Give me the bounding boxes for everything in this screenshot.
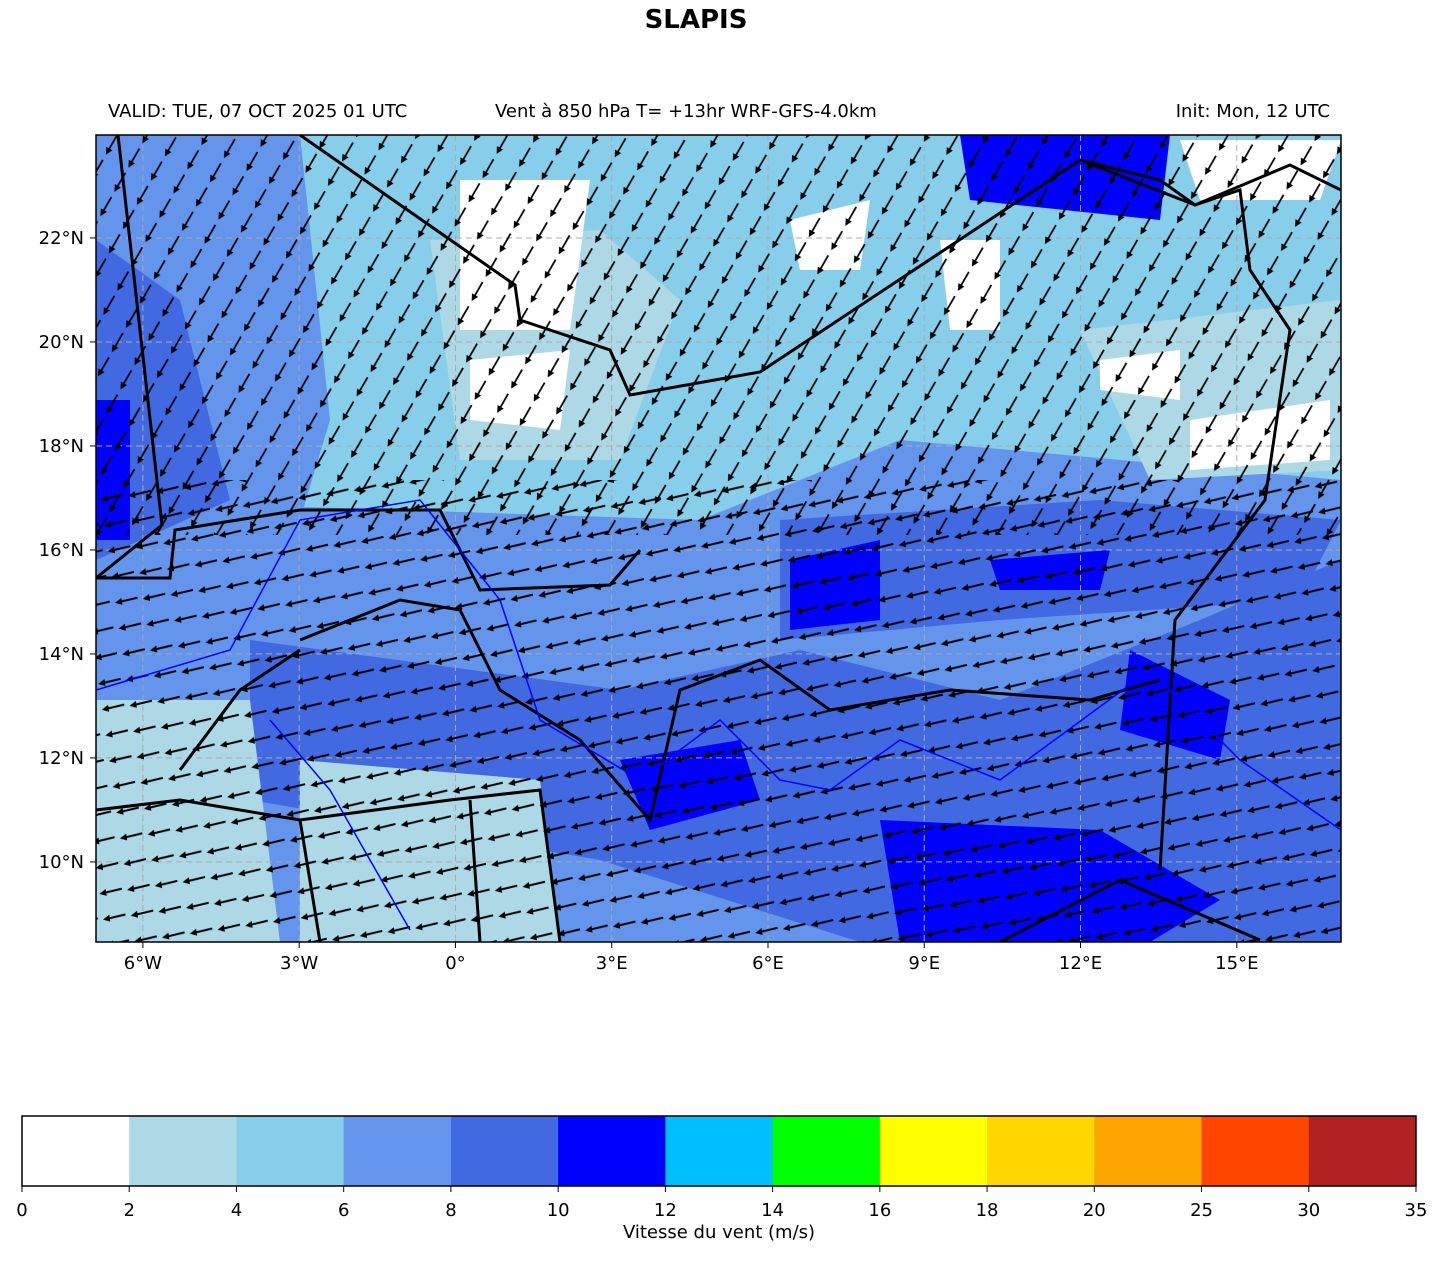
border [299,598,1161,824]
valid-time: VALID: TUE, 07 OCT 2025 01 UTC [108,101,407,122]
colorbar-tick-label: 6 [338,1200,349,1221]
y-tick-label: 22°N [39,228,84,249]
x-tick-label: 3°E [596,953,628,974]
colorbar-segment [1308,1116,1417,1186]
wind-arrows-north [96,135,1341,535]
axes: 6°W 3°W 0° 3°E 6°E 9°E 12°E 15°E 10°N 12°N 14°N 16°… [39,228,1259,974]
colorbar-tick-label: 25 [1190,1200,1213,1221]
border [468,799,482,942]
x-tick-label: 12°E [1059,953,1102,974]
colorbar: 0 2 4 6 8 10 12 14 16 18 20 25 30 35 [16,1115,1428,1221]
colorbar-tick-label: 0 [16,1200,27,1221]
colorbar-label: Vitesse du vent (m/s) [623,1222,815,1243]
river [269,719,411,931]
colorbar-tick-label: 20 [1083,1200,1106,1221]
colorbar-segment [558,1116,666,1186]
y-tick-label: 18°N [39,436,84,457]
title: SLAPIS [645,5,748,35]
colorbar-segment [236,1116,345,1186]
colorbar-tick-label: 4 [231,1200,242,1221]
colorbar-segment [665,1116,774,1186]
colorbar-tick-label: 30 [1297,1200,1320,1221]
colorbar-segment [1094,1116,1203,1186]
y-tick-label: 16°N [39,540,84,561]
colorbar-segment [129,1116,237,1186]
border [999,878,1261,942]
x-tick-label: 6°E [752,953,784,974]
x-tick-label: 15°E [1215,953,1258,974]
borders [96,135,1341,942]
y-tick-label: 12°N [39,748,84,769]
arrows [96,135,1341,942]
y-tick-label: 20°N [39,332,84,353]
colorbar-tick-label: 14 [761,1200,784,1221]
colorbar-segment [343,1116,452,1186]
border [178,648,301,771]
colorbar-tick-label: 10 [547,1200,570,1221]
x-tick-label: 6°W [124,953,162,974]
colorbar-tick-label: 16 [868,1200,891,1221]
x-tick-label: 0° [445,953,465,974]
colorbar-segment [1201,1116,1310,1186]
colorbar-tick-label: 18 [976,1200,999,1221]
border [298,819,322,942]
border [96,788,562,942]
colorbar-segment [879,1116,988,1186]
colorbar-tick-label: 8 [445,1200,456,1221]
colorbar-segment [772,1116,881,1186]
border [1079,158,1292,871]
y-tick-label: 14°N [39,644,84,665]
colorbar-segment [22,1116,130,1186]
colorbar-tick-label: 35 [1405,1200,1428,1221]
x-tick-label: 9°E [908,953,940,974]
y-tick-label: 10°N [39,852,84,873]
border [96,135,164,580]
colorbar-segment [450,1116,559,1186]
rivers [96,499,1341,931]
wind-arrows-south [96,480,1341,942]
map-frame [95,134,1342,943]
river [96,499,1341,831]
colorbar-segment [987,1116,1095,1186]
x-tick-label: 3°W [280,953,318,974]
init-time: Init: Mon, 12 UTC [1176,101,1330,122]
border [299,135,1341,397]
colorbar-tick-label: 2 [124,1200,135,1221]
border [96,508,642,592]
colorbar-tick-label: 12 [654,1200,677,1221]
subtitle: Vent à 850 hPa T= +13hr WRF-GFS-4.0km [495,101,877,122]
colorbar-frame [21,1115,1417,1187]
